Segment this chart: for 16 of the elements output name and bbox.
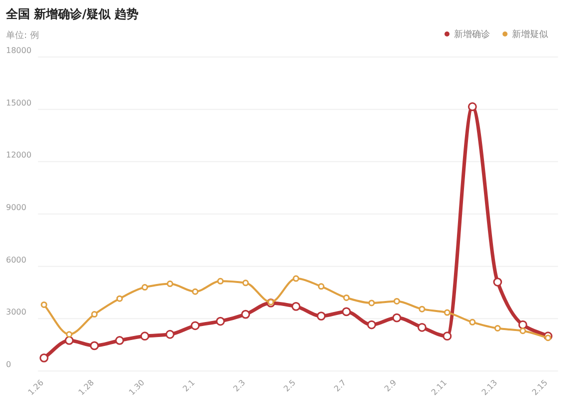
y-tick-label: 0 — [6, 360, 12, 369]
y-tick-label: 12000 — [6, 150, 32, 160]
legend-label: 新增疑似 — [512, 29, 548, 40]
y-tick-label: 3000 — [6, 308, 26, 317]
x-tick-label: 2.1 — [181, 378, 197, 394]
legend-label: 新增确诊 — [454, 29, 490, 40]
y-tick-label: 15000 — [6, 98, 32, 108]
y-tick-label: 6000 — [6, 255, 26, 264]
x-tick-label: 2.7 — [332, 378, 348, 394]
y-tick-label: 18000 — [6, 46, 32, 55]
chart-subtitle: 单位: 例 — [6, 30, 39, 41]
x-tick-label: 2.5 — [282, 378, 298, 394]
chart-title: 全国 新增确诊/疑似 趋势 — [5, 7, 139, 21]
x-tick-label: 2.3 — [232, 378, 248, 394]
y-tick-label: 9000 — [6, 203, 26, 212]
x-tick-label: 2.9 — [382, 378, 398, 394]
